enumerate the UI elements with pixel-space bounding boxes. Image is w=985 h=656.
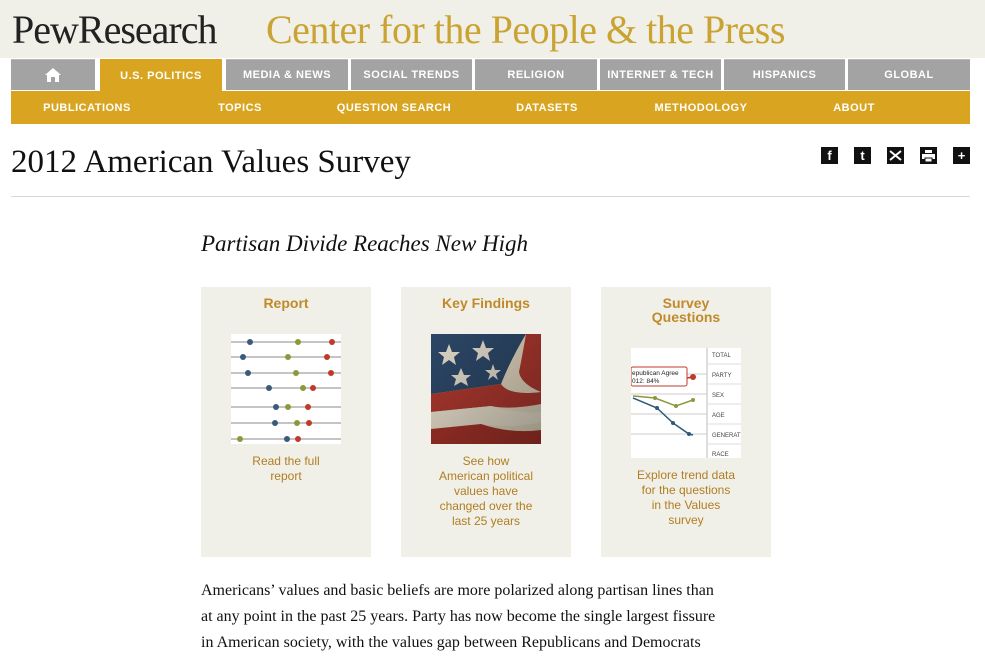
card-description[interactable]: Read the full report [252,454,320,483]
title-divider [11,196,970,197]
survey-questions-card[interactable]: Survey Questions epublican Agree 012: 84… [601,287,771,557]
tab-media-news[interactable]: MEDIA & NEWS [226,59,348,90]
report-card[interactable]: Report Read the full report [201,287,371,557]
american-flag-thumbnail [431,334,541,444]
email-icon[interactable] [887,147,904,164]
svg-text:TOTAL: TOTAL [712,353,731,359]
primary-nav: U.S. POLITICS MEDIA & NEWS SOCIAL TRENDS… [11,59,970,92]
svg-text:epublican Agree: epublican Agree [632,370,679,377]
article-subtitle: Partisan Divide Reaches New High [201,231,529,256]
key-findings-card[interactable]: Key Findings See how American political … [401,287,571,557]
card-title: Report [263,295,309,311]
svg-text:GENERAT: GENERAT [712,433,741,439]
twitter-icon[interactable]: t [854,147,871,164]
svg-text:SEX: SEX [712,393,724,399]
trend-chart-thumbnail: epublican Agree 012: 84% TOTAL PARTY SEX… [631,348,741,458]
svg-text:RACE: RACE [712,452,729,458]
nav-about[interactable]: ABOUT [833,101,875,114]
tab-social-trends[interactable]: SOCIAL TRENDS [351,59,472,90]
tab-internet-tech[interactable]: INTERNET & TECH [600,59,721,90]
card-title: Survey Questions [651,295,721,325]
site-header: PewResearch Center for the People & the … [0,0,985,58]
nav-publications[interactable]: PUBLICATIONS [43,101,131,114]
page-title: 2012 American Values Survey [11,144,411,180]
svg-text:012: 84%: 012: 84% [632,378,660,385]
nav-datasets[interactable]: DATASETS [516,101,578,114]
nav-methodology[interactable]: METHODOLOGY [654,101,748,114]
plus-icon[interactable]: + [953,147,970,164]
svg-text:AGE: AGE [712,413,725,419]
article-body: Americans’ values and basic beliefs are … [201,582,716,651]
brand-logo-pew[interactable]: PewResearch [12,7,217,52]
nav-question-search[interactable]: QUESTION SEARCH [336,101,452,114]
print-icon[interactable] [920,147,937,164]
nav-topics[interactable]: TOPICS [218,101,262,114]
tab-us-politics[interactable]: U.S. POLITICS [100,59,222,92]
secondary-nav: PUBLICATIONS TOPICS QUESTION SEARCH DATA… [11,91,970,124]
svg-text:PARTY: PARTY [712,373,731,379]
card-title: Key Findings [442,295,530,311]
home-icon [45,68,61,82]
home-tab[interactable] [11,59,95,90]
tab-global[interactable]: GLOBAL [848,59,970,90]
tab-religion[interactable]: RELIGION [475,59,597,90]
brand-center-name[interactable]: Center for the People & the Press [266,7,785,52]
card-description[interactable]: Explore trend data for the questions in … [636,468,736,527]
report-dotplot-thumbnail [231,334,341,444]
card-description[interactable]: See how American political values have c… [438,454,534,528]
facebook-icon[interactable]: f [821,147,838,164]
tab-hispanics[interactable]: HISPANICS [724,59,845,90]
